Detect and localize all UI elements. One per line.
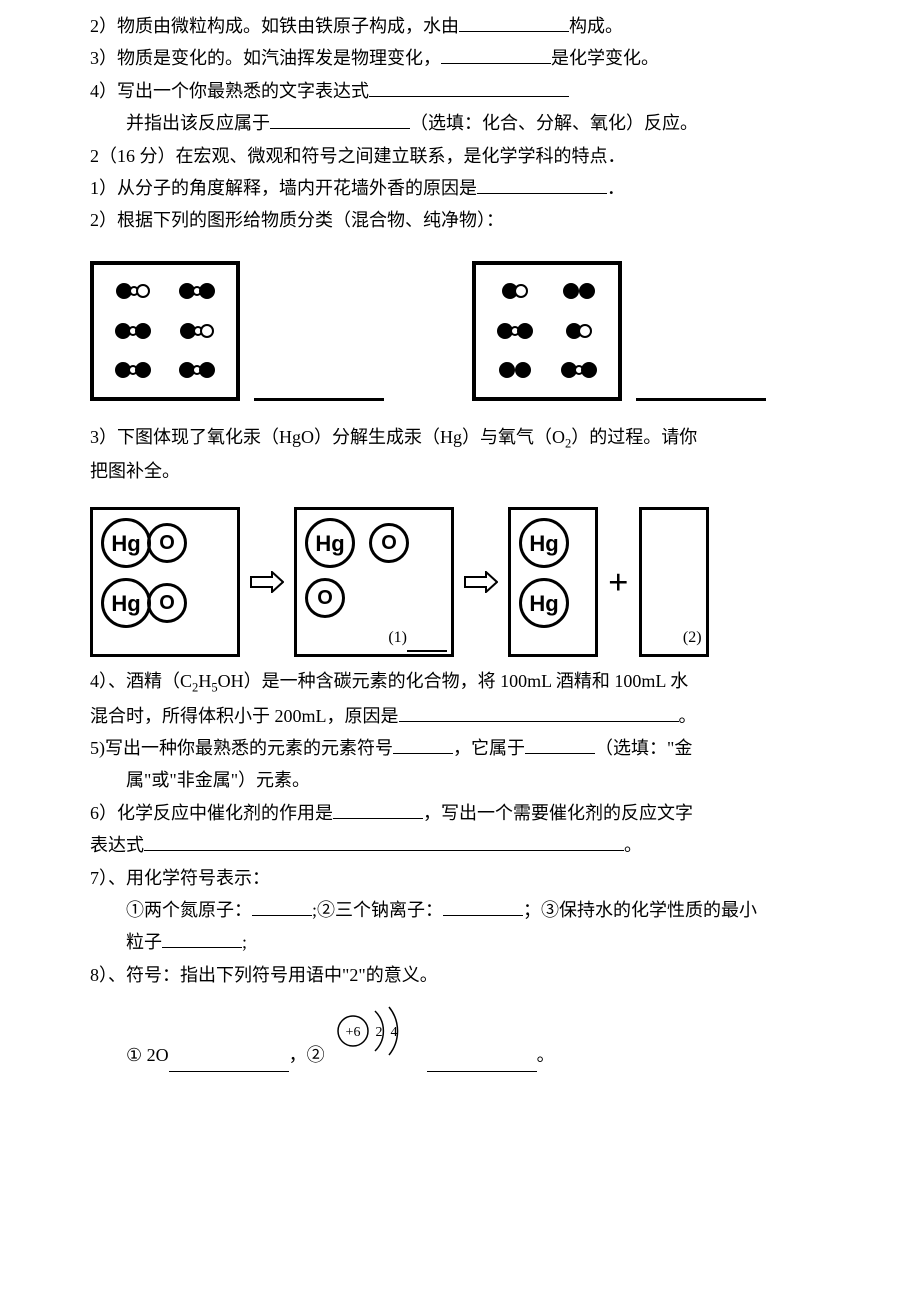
q1-item4b: 并指出该反应属于 （选填：化合、分解、氧化）反应。 (90, 107, 850, 139)
text: 粒子 (126, 932, 162, 952)
q2-item5-line1: 5)写出一种你最熟悉的元素的元素符号 ，它属于 （选填："金 (90, 732, 850, 764)
text: （选填："金 (595, 738, 692, 758)
blank[interactable] (254, 397, 384, 401)
blank[interactable] (369, 75, 569, 97)
blank[interactable] (636, 397, 766, 401)
diagram-box-3: Hg Hg (508, 507, 598, 657)
arrow-icon (460, 571, 502, 593)
q2-item7-line1: ①两个氮原子： ;②三个钠离子： ；③保持水的化学性质的最小 (90, 894, 850, 926)
text: 6）化学反应中催化剂的作用是 (90, 803, 333, 823)
q1-item4a: 4）写出一个你最熟悉的文字表达式 (90, 75, 850, 107)
hg-atom: Hg (519, 578, 569, 628)
q2-item7-head: 7）、用化学符号表示： (90, 862, 850, 894)
particle-box-right (472, 261, 622, 401)
text: 。 (679, 706, 697, 726)
o-atom: O (305, 578, 345, 618)
arrow-icon (246, 571, 288, 593)
q2-1-suffix: ． (607, 178, 625, 198)
hg-atom: Hg (101, 518, 151, 568)
q2-head: 2（16 分）在宏观、微观和符号之间建立联系，是化学学科的特点． (90, 140, 850, 172)
blank[interactable] (525, 732, 595, 754)
text: (1) (388, 629, 407, 646)
text: 混合时，所得体积小于 200mL，原因是 (90, 706, 399, 726)
blank[interactable] (333, 797, 423, 819)
hg-atom: Hg (305, 518, 355, 568)
q1-4a-prefix: 4）写出一个你最熟悉的文字表达式 (90, 81, 369, 101)
text: ，它属于 (453, 738, 525, 758)
text: ① 2O (126, 1039, 169, 1071)
o-atom: O (147, 583, 187, 623)
text: 表达式 (90, 835, 144, 855)
blank[interactable] (252, 894, 312, 916)
q2-item4-line2: 混合时，所得体积小于 200mL，原因是 。 (90, 700, 850, 732)
diagram-box-2: Hg O O (1) (294, 507, 454, 657)
diagram-label-1: (1) (388, 624, 447, 653)
blank[interactable] (162, 927, 242, 949)
hg-atom: Hg (519, 518, 569, 568)
q2-item5-line2: 属"或"非金属"）元素。 (90, 764, 850, 796)
hgo-diagram: Hg O Hg O Hg O O (1) Hg Hg + (2) (90, 507, 850, 657)
particle-boxes-row (90, 261, 850, 401)
text: 5)写出一种你最熟悉的元素的元素符号 (90, 738, 393, 758)
o-atom: O (147, 523, 187, 563)
plus-icon: + (604, 550, 633, 615)
text: ; (242, 932, 247, 952)
blank[interactable] (427, 1050, 537, 1072)
o-atom: O (369, 523, 409, 563)
text: ）的过程。请你 (571, 427, 697, 447)
blank[interactable] (399, 700, 679, 722)
diagram-box-4[interactable]: (2) (639, 507, 709, 657)
blank[interactable] (443, 894, 523, 916)
text: H (198, 671, 211, 691)
text: ，写出一个需要催化剂的反应文字 (423, 803, 693, 823)
particle-box-left (90, 261, 240, 401)
hg-atom: Hg (101, 578, 151, 628)
q1-3-prefix: 3）物质是变化的。如汽油挥发是物理变化， (90, 48, 441, 68)
text: ①两个氮原子： (126, 900, 252, 920)
text: ;②三个钠离子： (312, 900, 443, 920)
q1-item2: 2）物质由微粒构成。如铁由铁原子构成，水由 构成。 (90, 10, 850, 42)
q2-1-prefix: 1）从分子的角度解释，墙内开花墙外香的原因是 (90, 178, 477, 198)
q2-item3-line2: 把图补全。 (90, 455, 850, 487)
blank[interactable] (169, 1050, 289, 1072)
diagram-label-2: (2) (683, 624, 702, 653)
blank[interactable] (441, 43, 551, 65)
q2-item8-head: 8）、符号：指出下列符号用语中"2"的意义。 (90, 959, 850, 991)
q2-item6-line2: 表达式 。 (90, 829, 850, 861)
blank[interactable] (459, 10, 569, 32)
text: ；③保持水的化学性质的最小 (523, 900, 757, 920)
q2-item8-line1: ① 2O ，② +6 2 4 。 (90, 999, 850, 1071)
svg-text:4: 4 (390, 1025, 397, 1040)
q2-item4-line1: 4）、酒精（C2H5OH）是一种含碳元素的化合物，将 100mL 酒精和 100… (90, 665, 850, 699)
q2-item3-line1: 3）下图体现了氧化汞（HgO）分解生成汞（Hg）与氧气（O2）的过程。请你 (90, 421, 850, 455)
text: 。 (537, 1039, 555, 1071)
atom-structure-icon: +6 2 4 (331, 999, 421, 1071)
text: 4）、酒精（C (90, 671, 192, 691)
q1-2-prefix: 2）物质由微粒构成。如铁由铁原子构成，水由 (90, 16, 459, 36)
text: 3）下图体现了氧化汞（HgO）分解生成汞（Hg）与氧气（O (90, 427, 565, 447)
text: ，② (289, 1039, 325, 1071)
q1-3-suffix: 是化学变化。 (551, 48, 659, 68)
q2-item2: 2）根据下列的图形给物质分类（混合物、纯净物）： (90, 204, 850, 236)
svg-text:+6: +6 (345, 1025, 360, 1040)
text: 。 (624, 835, 642, 855)
text: OH）是一种含碳元素的化合物，将 100mL 酒精和 100mL 水 (218, 671, 689, 691)
blank[interactable] (477, 172, 607, 194)
q2-item1: 1）从分子的角度解释，墙内开花墙外香的原因是 ． (90, 172, 850, 204)
diagram-box-1: Hg O Hg O (90, 507, 240, 657)
q1-4b-prefix: 并指出该反应属于 (126, 113, 270, 133)
q1-4b-suffix: （选填：化合、分解、氧化）反应。 (410, 113, 698, 133)
blank[interactable] (407, 636, 447, 652)
blank[interactable] (393, 732, 453, 754)
blank[interactable] (270, 108, 410, 130)
blank[interactable] (144, 830, 624, 852)
q1-2-suffix: 构成。 (569, 16, 623, 36)
svg-text:2: 2 (375, 1025, 382, 1040)
q2-item6-line1: 6）化学反应中催化剂的作用是 ，写出一个需要催化剂的反应文字 (90, 797, 850, 829)
q1-item3: 3）物质是变化的。如汽油挥发是物理变化， 是化学变化。 (90, 42, 850, 74)
q2-item7-line2: 粒子; (90, 926, 850, 958)
